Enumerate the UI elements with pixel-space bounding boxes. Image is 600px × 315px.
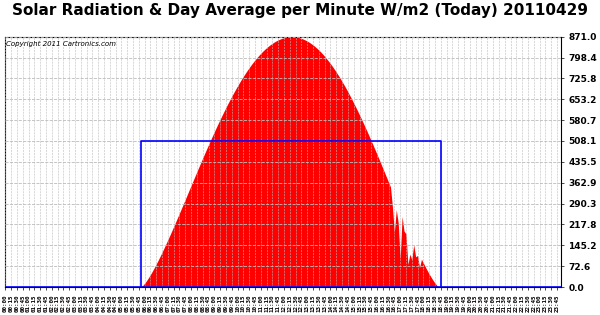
Text: Copyright 2011 Cartronics.com: Copyright 2011 Cartronics.com xyxy=(7,40,116,47)
Text: Solar Radiation & Day Average per Minute W/m2 (Today) 20110429: Solar Radiation & Day Average per Minute… xyxy=(12,3,588,18)
